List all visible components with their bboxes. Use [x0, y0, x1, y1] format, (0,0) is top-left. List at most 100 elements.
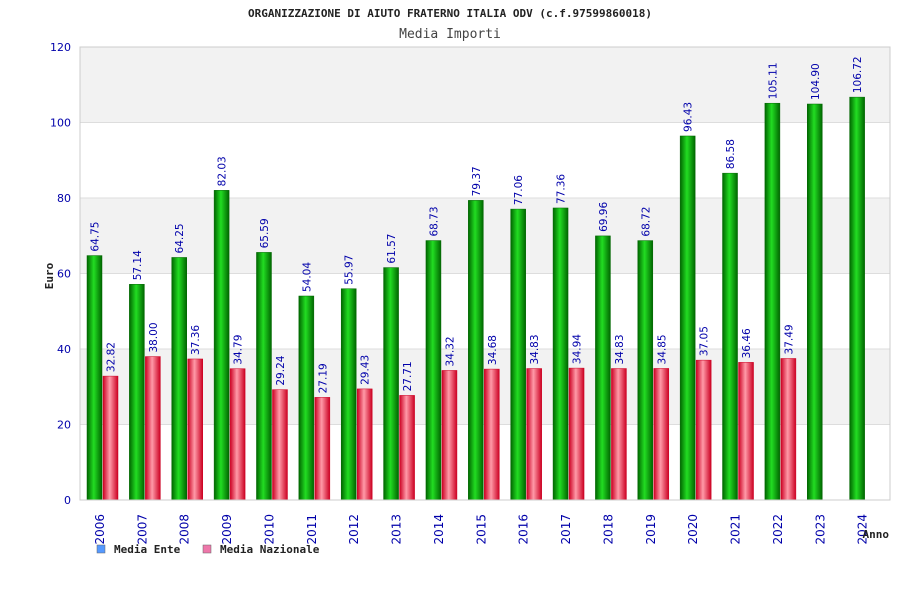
bar-media-nazionale [399, 395, 415, 501]
bar-media-ente [129, 284, 145, 501]
data-label: 57.14 [132, 250, 144, 280]
bar-media-ente [383, 267, 399, 501]
x-tick-label: 2014 [432, 514, 446, 545]
bar-media-nazionale [484, 368, 500, 501]
data-label: 36.46 [741, 328, 753, 358]
y-tick-label: 0 [64, 494, 71, 507]
bar-media-ente [679, 135, 696, 501]
plot-background [80, 47, 890, 500]
data-label: 37.36 [190, 325, 202, 355]
x-tick-label: 2008 [178, 514, 192, 545]
data-label: 32.82 [106, 342, 118, 372]
data-label: 77.36 [556, 174, 568, 204]
data-label: 29.24 [275, 355, 287, 385]
bar-media-nazionale [441, 370, 458, 501]
data-label: 96.43 [683, 102, 695, 132]
legend-swatch-media-ente [96, 544, 106, 554]
bar-media-nazionale [229, 368, 246, 501]
x-axis-label: Anno [863, 528, 890, 541]
x-tick-label: 2019 [644, 514, 658, 545]
data-labels: 64.75 32.82 57.14 38.00 64.25 37.36 82.03 34.79… [90, 56, 865, 393]
bar-media-ente [510, 208, 526, 501]
plot-band [80, 47, 890, 123]
data-label: 55.97 [344, 255, 356, 285]
legend: Media Ente Media Nazionale [96, 543, 320, 556]
data-label: 37.49 [783, 324, 795, 354]
data-label: 34.68 [487, 335, 499, 365]
data-label: 79.37 [471, 166, 483, 196]
bar-media-nazionale [356, 388, 373, 501]
bar-media-ente [849, 96, 865, 501]
bar-media-nazionale [695, 359, 712, 501]
x-tick-label: 2012 [347, 514, 361, 545]
bar-media-ente [86, 255, 103, 501]
data-label: 34.79 [233, 335, 245, 365]
x-tick-label: 2007 [135, 514, 149, 545]
x-tick-label: 2024 [856, 514, 870, 545]
x-tick-label: 2018 [601, 514, 615, 545]
x-tick-label: 2016 [517, 514, 531, 545]
data-label: 106.72 [852, 56, 864, 93]
x-tick-label: 2020 [686, 514, 700, 545]
data-label: 34.83 [614, 334, 626, 364]
y-tick-label: 120 [50, 41, 71, 54]
bar-media-nazionale [102, 375, 119, 501]
y-axis-label: Euro [43, 262, 56, 289]
data-label: 86.58 [725, 139, 737, 169]
bar-media-nazionale [187, 358, 203, 501]
bar-media-ente [764, 102, 781, 501]
data-label: 29.43 [360, 355, 372, 385]
data-label: 64.25 [174, 223, 186, 253]
bar-media-ente [256, 252, 272, 501]
data-label: 104.90 [810, 63, 822, 100]
bar-media-nazionale [780, 358, 797, 501]
data-label: 27.19 [317, 363, 329, 393]
data-label: 34.32 [444, 336, 456, 366]
bar-media-nazionale [272, 389, 288, 501]
plot-frame [79, 46, 891, 501]
data-label: 105.11 [767, 62, 779, 99]
bar-media-ente [340, 288, 357, 501]
bar-media-ente [722, 172, 738, 501]
bar-media-nazionale [314, 397, 331, 501]
data-label: 69.96 [598, 202, 610, 232]
y-tick-label: 80 [57, 192, 71, 205]
plot-band [80, 122, 890, 198]
legend-label-media-nazionale: Media Nazionale [220, 543, 320, 556]
data-label: 27.71 [402, 361, 414, 391]
data-label: 34.94 [572, 334, 584, 364]
bar-media-ente [807, 103, 823, 501]
bar-media-ente [213, 190, 230, 501]
x-tick-label: 2022 [771, 514, 785, 545]
data-label: 64.75 [90, 222, 102, 252]
bar-media-ente [468, 200, 484, 501]
bar-media-nazionale [738, 362, 754, 501]
data-label: 34.83 [529, 334, 541, 364]
data-label: 61.57 [386, 234, 398, 264]
data-label: 37.05 [699, 326, 711, 356]
legend-label-media-ente: Media Ente [114, 543, 181, 556]
x-tick-label: 2006 [93, 514, 107, 545]
bar-media-nazionale [653, 368, 670, 501]
data-label: 82.03 [217, 156, 229, 186]
x-tick-label: 2011 [305, 514, 319, 545]
axes: 0 20 40 60 80 100 120 2006 2007 2008 2009 2010 2011 2… [50, 41, 891, 545]
bar-media-ente [637, 240, 654, 501]
x-tick-label: 2023 [813, 514, 827, 545]
x-tick-label: 2015 [474, 514, 488, 545]
data-label: 65.59 [259, 218, 271, 248]
bar-media-ente [552, 207, 569, 501]
x-tick-label: 2017 [559, 514, 573, 545]
bar-media-nazionale [611, 368, 627, 501]
bar-media-ente [595, 235, 611, 501]
x-tick-label: 2010 [262, 514, 276, 545]
y-tick-label: 60 [57, 268, 71, 281]
bar-media-nazionale [526, 368, 542, 501]
bar-media-ente [171, 257, 187, 501]
y-tick-label: 40 [57, 343, 71, 356]
data-label: 38.00 [148, 322, 160, 352]
data-label: 68.72 [640, 207, 652, 237]
bars [86, 96, 865, 501]
